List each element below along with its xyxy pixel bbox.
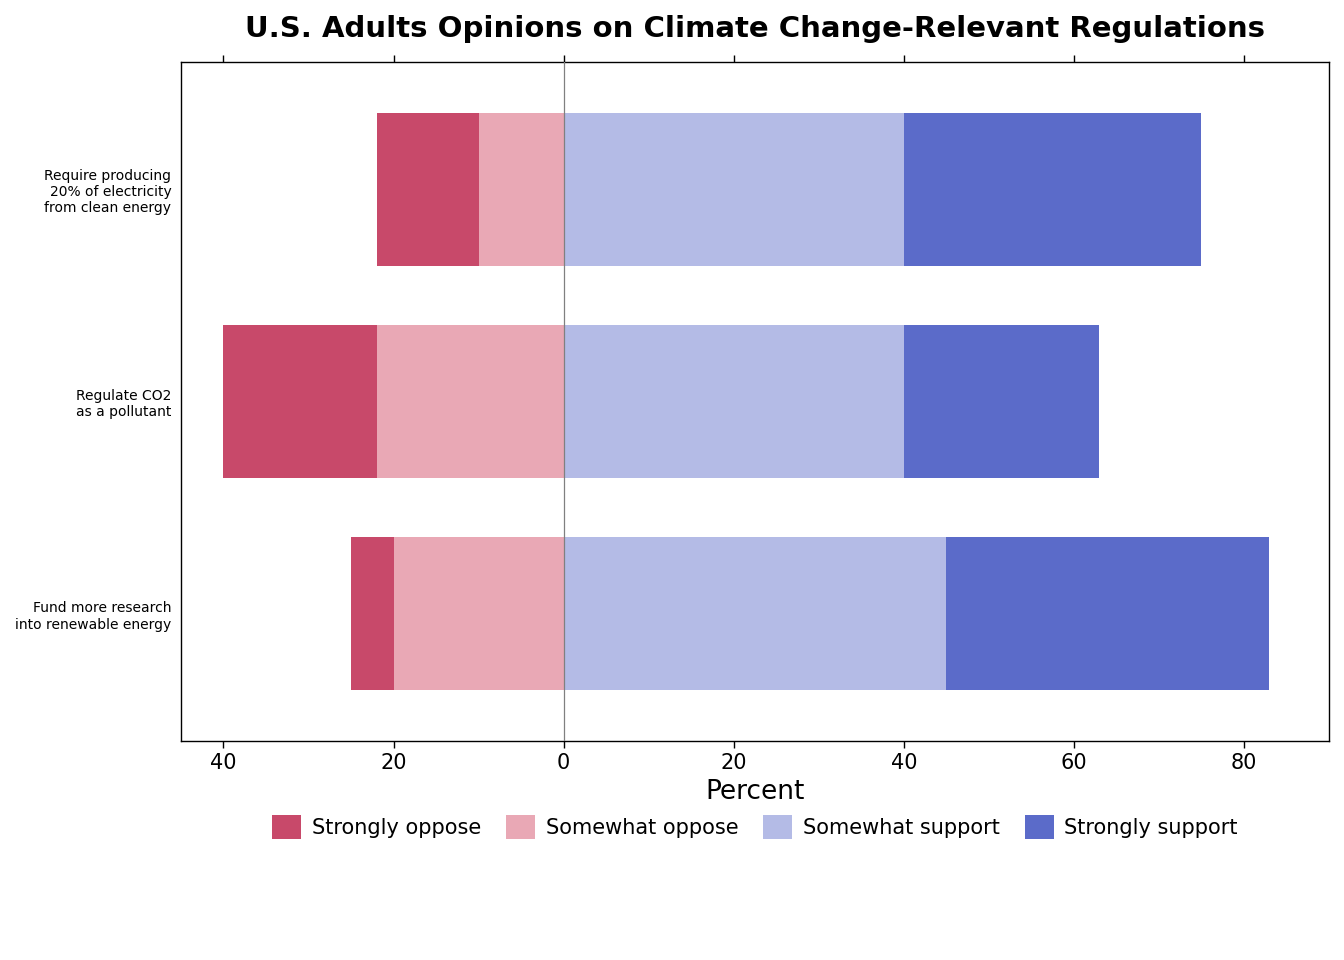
Bar [903, 325, 1099, 478]
Bar [394, 538, 563, 690]
Bar [563, 325, 903, 478]
Bar [563, 538, 946, 690]
Bar [903, 113, 1202, 266]
Bar [351, 538, 394, 690]
Legend: Strongly oppose, Somewhat oppose, Somewhat support, Strongly support: Strongly oppose, Somewhat oppose, Somewh… [273, 815, 1238, 839]
Bar [376, 113, 478, 266]
Bar [376, 325, 563, 478]
Bar [223, 325, 376, 478]
Bar [563, 113, 903, 266]
X-axis label: Percent: Percent [706, 779, 805, 804]
Title: U.S. Adults Opinions on Climate Change-Relevant Regulations: U.S. Adults Opinions on Climate Change-R… [245, 15, 1265, 43]
Bar [946, 538, 1270, 690]
Bar [478, 113, 563, 266]
